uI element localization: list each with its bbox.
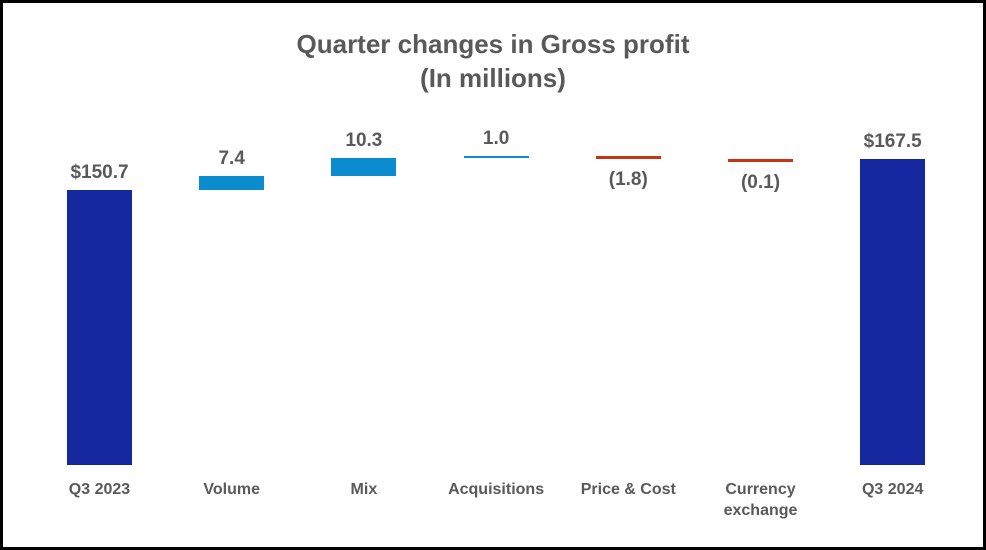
value-label-volume: 7.4: [218, 148, 245, 170]
bar-q3-2023: [67, 190, 132, 465]
category-label-q3-2023: Q3 2023: [68, 481, 131, 498]
value-label-q3-2023: $150.7: [70, 162, 129, 183]
bar-volume: [199, 176, 265, 190]
value-label-currency-exchange: (0.1): [740, 171, 781, 193]
value-label-acquisitions: 1.0: [482, 127, 510, 149]
value-label-mix: 10.3: [345, 129, 383, 151]
category-label-price-cost: Price & Cost: [580, 481, 676, 498]
category-label-q3-2024: Q3 2024: [861, 481, 924, 498]
value-label-q3-2024: $167.5: [863, 131, 922, 153]
value-label-price-cost: (1.8): [608, 169, 648, 191]
plot-area: $150.7 Q3 2023 7.4 Volume 10.3 Mix 1.0 Acquisit…: [3, 3, 983, 547]
category-label-volume: Volume: [203, 481, 260, 498]
category-label-acquisitions: Acquisitions: [448, 481, 545, 498]
bar-currency-exchange: [728, 159, 793, 162]
category-label-currency-exchange: Currency exchange: [723, 481, 798, 519]
bar-price-cost: [595, 155, 661, 160]
bar-acquisitions: [463, 155, 529, 159]
bar-q3-2024: [860, 159, 926, 465]
chart-title: Quarter changes in Gross profit (In mill…: [3, 27, 983, 95]
bar-mix: [331, 157, 397, 177]
chart-title-line2: (In millions): [420, 63, 566, 93]
category-label-mix: Mix: [350, 481, 378, 498]
chart-title-line1: Quarter changes in Gross profit: [296, 29, 690, 59]
